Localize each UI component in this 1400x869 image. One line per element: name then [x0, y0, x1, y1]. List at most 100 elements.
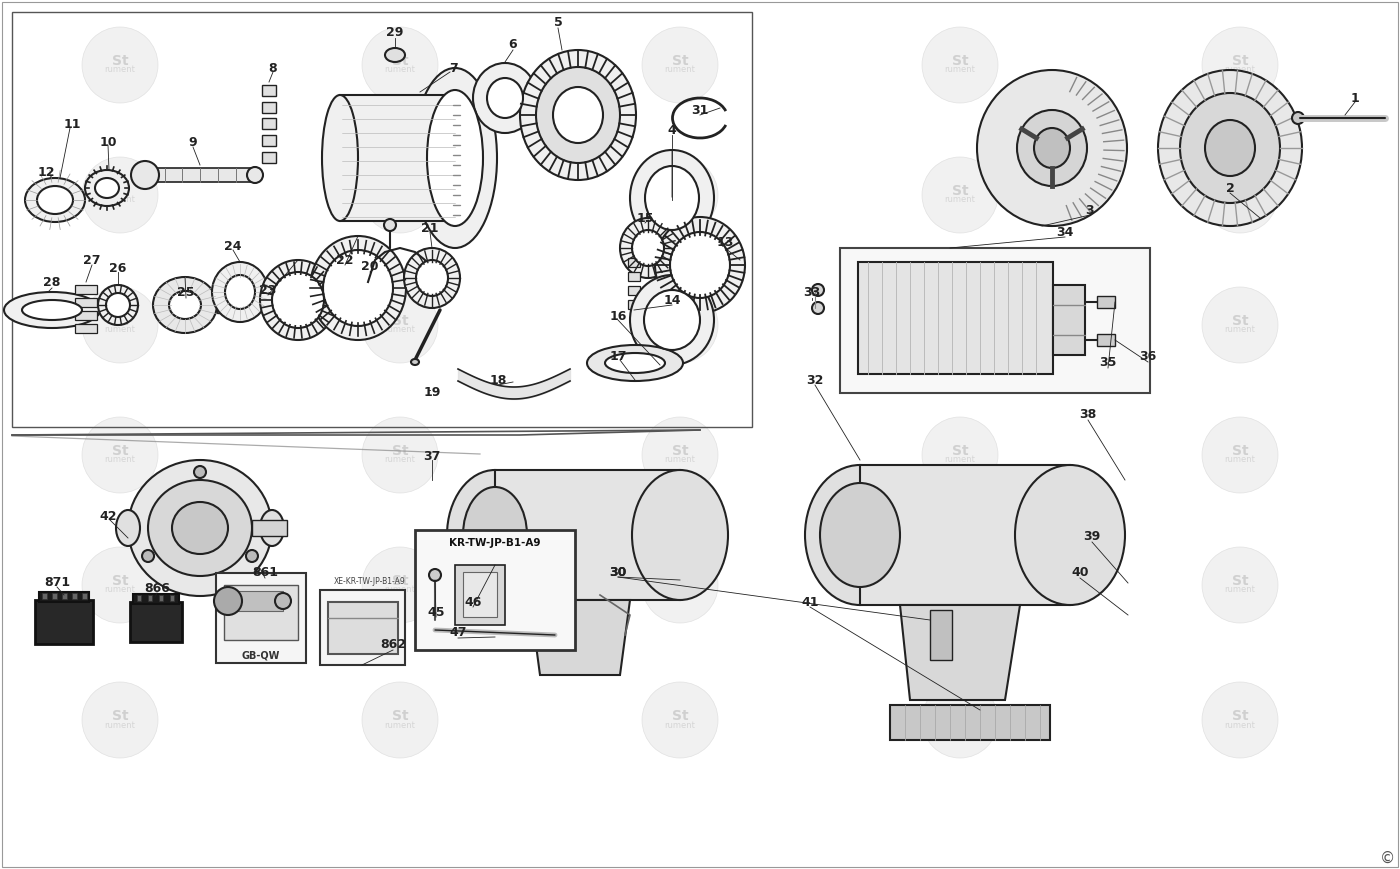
- Ellipse shape: [246, 167, 263, 183]
- Bar: [340, 95, 455, 221]
- Text: 25: 25: [178, 287, 195, 300]
- Text: 16: 16: [609, 309, 627, 322]
- Bar: [52, 593, 57, 599]
- Bar: [262, 85, 276, 96]
- Circle shape: [923, 547, 998, 623]
- Text: St: St: [392, 54, 409, 68]
- Text: 23: 23: [259, 283, 277, 296]
- Ellipse shape: [620, 218, 676, 278]
- Text: 29: 29: [386, 26, 403, 39]
- Text: 32: 32: [806, 374, 823, 387]
- Ellipse shape: [463, 487, 526, 583]
- Ellipse shape: [1180, 93, 1280, 203]
- Ellipse shape: [1016, 110, 1086, 186]
- Text: 18: 18: [490, 375, 507, 388]
- Ellipse shape: [36, 186, 73, 214]
- Text: 37: 37: [423, 449, 441, 462]
- Text: 4: 4: [668, 123, 676, 136]
- Bar: [35, 600, 92, 644]
- Text: 45: 45: [427, 606, 445, 619]
- Text: St: St: [392, 574, 409, 588]
- Ellipse shape: [127, 460, 272, 596]
- Circle shape: [923, 682, 998, 758]
- Text: St: St: [112, 444, 129, 458]
- Ellipse shape: [385, 48, 405, 62]
- Text: St: St: [112, 709, 129, 723]
- Bar: [930, 610, 952, 660]
- Ellipse shape: [106, 293, 130, 317]
- Text: 19: 19: [423, 386, 441, 399]
- Circle shape: [643, 417, 718, 493]
- Ellipse shape: [487, 78, 524, 118]
- Text: St: St: [672, 709, 689, 723]
- Bar: [130, 602, 182, 642]
- Text: St: St: [952, 574, 969, 588]
- Ellipse shape: [812, 284, 825, 296]
- Text: St: St: [392, 184, 409, 198]
- Ellipse shape: [630, 275, 714, 365]
- Bar: [1098, 334, 1114, 346]
- Text: 41: 41: [801, 595, 819, 608]
- Text: St: St: [952, 709, 969, 723]
- Text: rument: rument: [1225, 196, 1256, 204]
- Ellipse shape: [805, 465, 916, 605]
- Circle shape: [643, 27, 718, 103]
- Circle shape: [363, 157, 438, 233]
- Circle shape: [83, 27, 158, 103]
- Bar: [890, 705, 1050, 740]
- Text: rument: rument: [105, 65, 136, 75]
- Text: 28: 28: [43, 276, 60, 289]
- Text: ©: ©: [1380, 851, 1396, 866]
- Ellipse shape: [820, 483, 900, 587]
- Ellipse shape: [413, 68, 497, 248]
- Ellipse shape: [427, 90, 483, 226]
- Ellipse shape: [384, 219, 396, 231]
- Circle shape: [363, 547, 438, 623]
- Ellipse shape: [631, 470, 728, 600]
- Ellipse shape: [116, 510, 140, 546]
- Ellipse shape: [1158, 70, 1302, 226]
- Text: 8: 8: [269, 62, 277, 75]
- Circle shape: [643, 287, 718, 363]
- Text: rument: rument: [665, 196, 696, 204]
- Circle shape: [923, 27, 998, 103]
- Text: rument: rument: [385, 196, 416, 204]
- Bar: [629, 300, 640, 309]
- Text: rument: rument: [665, 326, 696, 335]
- Ellipse shape: [631, 230, 664, 266]
- Ellipse shape: [246, 550, 258, 562]
- Bar: [328, 602, 398, 654]
- Text: rument: rument: [945, 586, 976, 594]
- Ellipse shape: [1292, 112, 1303, 124]
- Text: 2: 2: [1225, 182, 1235, 195]
- Text: 38: 38: [1079, 408, 1096, 421]
- Ellipse shape: [322, 95, 358, 221]
- Text: 10: 10: [99, 136, 116, 149]
- Text: 30: 30: [609, 566, 627, 579]
- Text: 34: 34: [1057, 225, 1074, 238]
- Text: rument: rument: [385, 326, 416, 335]
- Text: 35: 35: [1099, 356, 1117, 369]
- Circle shape: [923, 287, 998, 363]
- Bar: [321, 590, 405, 665]
- Text: St: St: [952, 54, 969, 68]
- Text: St: St: [112, 314, 129, 328]
- Bar: [148, 595, 153, 601]
- Text: 1: 1: [1351, 91, 1359, 104]
- Text: St: St: [392, 444, 409, 458]
- Text: 22: 22: [336, 254, 354, 267]
- Bar: [860, 465, 1070, 605]
- Bar: [550, 605, 570, 650]
- Text: rument: rument: [665, 455, 696, 465]
- Text: XE-KR-TW-JP-B1-A9: XE-KR-TW-JP-B1-A9: [335, 578, 406, 587]
- Text: 12: 12: [38, 167, 55, 180]
- Text: GB-QW: GB-QW: [242, 651, 280, 661]
- Ellipse shape: [323, 250, 393, 326]
- Text: rument: rument: [1225, 455, 1256, 465]
- Text: 26: 26: [109, 262, 126, 275]
- Text: 862: 862: [379, 639, 406, 652]
- Text: 24: 24: [224, 240, 242, 253]
- Circle shape: [83, 157, 158, 233]
- Ellipse shape: [141, 550, 154, 562]
- Ellipse shape: [153, 277, 217, 333]
